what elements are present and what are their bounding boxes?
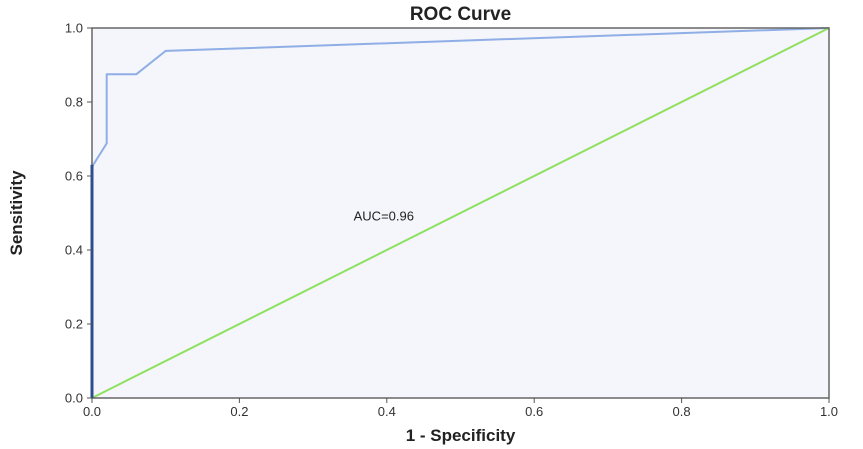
x-tick-label: 0.4 (378, 404, 396, 419)
y-tick-label: 0.8 (65, 95, 83, 110)
y-tick-label: 0.4 (65, 243, 83, 258)
x-tick-label: 0.0 (83, 404, 101, 419)
x-tick-label: 0.2 (230, 404, 248, 419)
x-tick-label: 1.0 (820, 404, 838, 419)
reference-diagonal-line (91, 27, 830, 399)
y-axis-label: Sensitivity (7, 170, 26, 256)
x-tick-label: 0.6 (525, 404, 543, 419)
chart-title: ROC Curve (410, 4, 511, 25)
y-tick-label: 1.0 (65, 21, 83, 36)
y-tick-label: 0.2 (65, 317, 83, 332)
y-tick-label: 0.0 (65, 391, 83, 406)
x-axis-label: 1 - Specificity (406, 426, 516, 445)
x-tick-label: 0.8 (673, 404, 691, 419)
y-tick-label: 0.6 (65, 169, 83, 184)
auc-annotation: AUC=0.96 (354, 208, 414, 223)
